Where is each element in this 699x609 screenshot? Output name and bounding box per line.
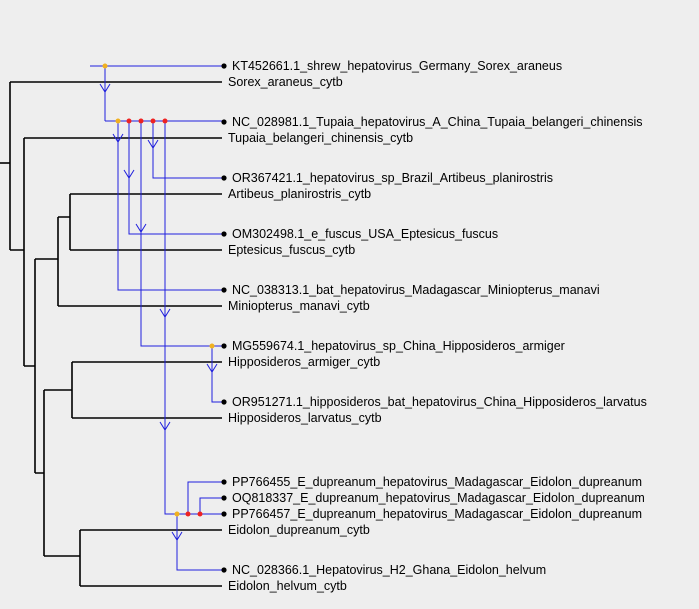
cospeciation-node	[150, 118, 156, 124]
host-leaf-label: Eidolon_dupreanum_cytb	[228, 523, 370, 537]
virus-leaf-dot	[221, 231, 227, 237]
virus-leaf-dot	[221, 119, 227, 125]
virus-branch-eidolon-helvum	[176, 514, 222, 571]
cospeciation-node	[197, 511, 203, 517]
virus-leaf-dot	[221, 63, 227, 69]
host-node-root	[9, 81, 222, 251]
duplication-node	[209, 343, 215, 349]
virus-leaf-dot	[221, 287, 227, 293]
virus-leaf-label: OR951271.1_hipposideros_bat_hepatovirus_…	[232, 395, 647, 409]
duplication-node	[115, 118, 121, 124]
host-leaf-label: Hipposideros_armiger_cytb	[228, 355, 380, 369]
host-leaf-label: Miniopterus_manavi_cytb	[228, 299, 370, 313]
virus-tree	[90, 63, 222, 571]
arrow-down-icon	[99, 83, 111, 93]
arrow-down-icon	[123, 169, 135, 179]
host-node-c	[57, 216, 222, 307]
virus-leaf-label: PP766457_E_dupreanum_hepatovirus_Madagas…	[232, 507, 642, 521]
host-node-eidolon	[79, 529, 222, 587]
virus-leaf-dot	[221, 399, 227, 405]
duplication-node	[174, 511, 180, 517]
cospeciation-node	[126, 118, 132, 124]
virus-leaf-label: OM302498.1_e_fuscus_USA_Eptesicus_fuscus	[232, 227, 498, 241]
virus-branch-hipposideros-larvatus	[211, 346, 222, 403]
arrow-down-icon	[135, 223, 147, 233]
virus-leaf-label: OR367421.1_hepatovirus_sp_Brazil_Artibeu…	[232, 171, 553, 185]
virus-leaf-label: PP766455_E_dupreanum_hepatovirus_Madagas…	[232, 475, 642, 489]
host-leaf-label: Eptesicus_fuscus_cytb	[228, 243, 355, 257]
virus-leaf-label: NC_038313.1_bat_hepatovirus_Madagascar_M…	[232, 283, 600, 297]
virus-branch-hipposideros	[140, 121, 212, 347]
host-node-artibeus-eptesicus	[69, 193, 222, 251]
virus-leaf-dot	[221, 511, 227, 517]
host-leaf-label: Eidolon_helvum_cytb	[228, 579, 347, 593]
duplication-node	[102, 63, 108, 69]
host-tree	[0, 81, 222, 587]
host-node-hipposideros	[71, 361, 222, 419]
host-node-a	[23, 137, 222, 367]
host-leaves: Sorex_araneus_cytb Tupaia_belangeri_chin…	[228, 75, 413, 593]
virus-leaves: KT452661.1_shrew_hepatovirus_Germany_Sor…	[221, 59, 647, 577]
virus-arrows	[99, 83, 218, 541]
cospeciation-node	[138, 118, 144, 124]
host-leaf-label: Tupaia_belangeri_chinensis_cytb	[228, 131, 413, 145]
virus-leaf-dot	[221, 567, 227, 573]
virus-branch-eidolon	[164, 121, 222, 515]
arrow-down-icon	[171, 531, 183, 541]
virus-branch-eptesicus	[128, 121, 222, 235]
cospeciation-node	[162, 118, 168, 124]
arrow-down-icon	[159, 308, 171, 318]
host-leaf-label: Sorex_araneus_cytb	[228, 75, 343, 89]
arrow-down-icon	[147, 139, 159, 149]
virus-leaf-dot	[221, 495, 227, 501]
virus-branch-artibeus	[152, 121, 222, 179]
virus-leaf-label: NC_028981.1_Tupaia_hepatovirus_A_China_T…	[232, 115, 642, 129]
virus-leaf-label: KT452661.1_shrew_hepatovirus_Germany_Sor…	[232, 59, 562, 73]
virus-leaf-label: MG559674.1_hepatovirus_sp_China_Hipposid…	[232, 339, 565, 353]
virus-leaf-label: NC_028366.1_Hepatovirus_H2_Ghana_Eidolon…	[232, 563, 546, 577]
virus-leaf-dot	[221, 479, 227, 485]
cospeciation-node	[185, 511, 191, 517]
virus-branch-eidolon-dupreanum-b	[199, 497, 222, 514]
virus-leaf-label: OQ818337_E_dupreanum_hepatovirus_Madagas…	[232, 491, 645, 505]
host-leaf-label: Artibeus_planirostris_cytb	[228, 187, 371, 201]
virus-branch-eidolon-dupreanum-a	[187, 481, 222, 514]
virus-leaf-dot	[221, 343, 227, 349]
arrow-down-icon	[112, 133, 124, 143]
arrow-down-icon	[206, 363, 218, 373]
arrow-down-icon	[159, 421, 171, 431]
virus-leaf-dot	[221, 175, 227, 181]
host-node-d	[43, 389, 80, 557]
host-node-b	[34, 258, 58, 474]
host-leaf-label: Hipposideros_larvatus_cytb	[228, 411, 382, 425]
virus-branch-madagascar-miniopterus	[117, 121, 222, 291]
